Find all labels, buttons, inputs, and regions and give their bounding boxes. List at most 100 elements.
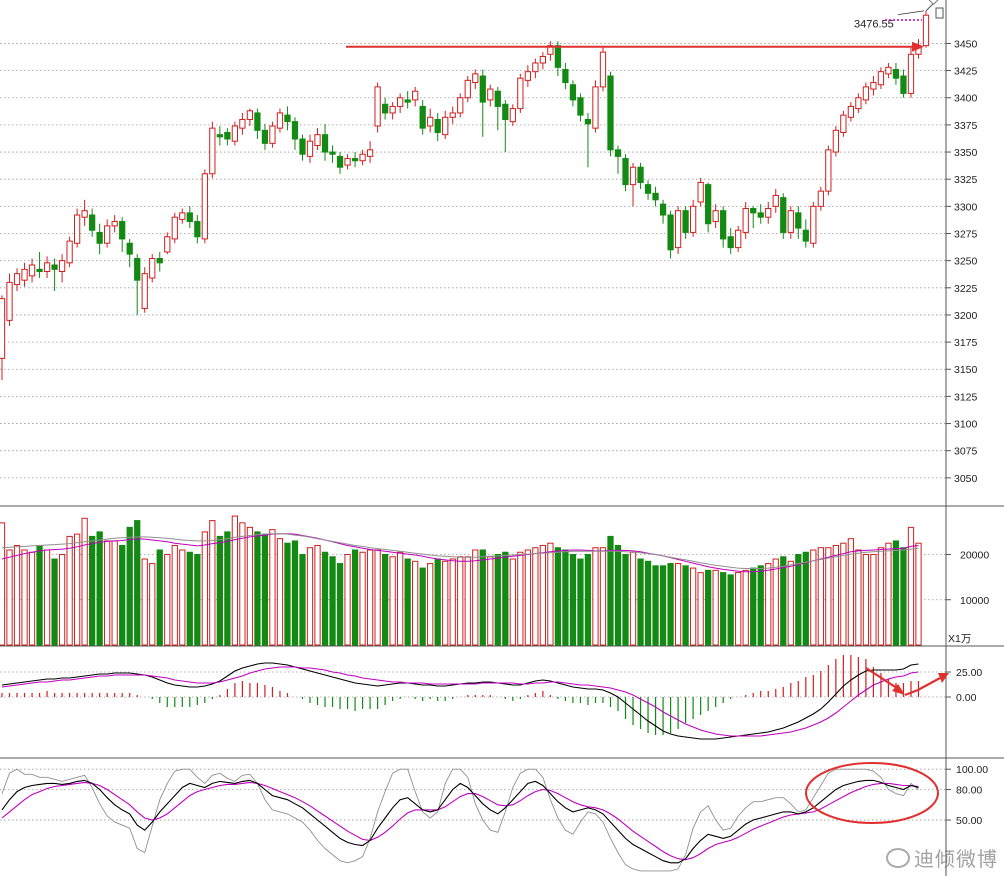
candle-up	[922, 14, 930, 47]
volume-bar-down	[637, 558, 644, 646]
volume-bar-up	[149, 563, 156, 646]
price-panel	[0, 10, 930, 381]
volume-tick-label: 20000	[960, 550, 989, 562]
volume-bar-down	[802, 551, 809, 646]
price-tick-label: 3375	[954, 120, 978, 132]
candle-up	[427, 116, 434, 127]
candle-up	[629, 166, 637, 186]
candle-up	[787, 210, 794, 233]
volume-bar-down	[795, 554, 802, 646]
candle-down	[757, 212, 764, 218]
volume-bar-up	[547, 542, 554, 646]
volume-bar-up	[915, 542, 922, 646]
candle-down	[562, 69, 569, 84]
volume-bar-up	[765, 563, 772, 646]
volume-bar-up	[592, 547, 599, 646]
price-tick-label: 3225	[954, 283, 978, 295]
volume-bar-down	[900, 547, 907, 646]
candle-down	[36, 268, 43, 273]
candle-up	[885, 66, 892, 75]
candle-up	[412, 90, 419, 101]
volume-bar-up	[810, 549, 817, 646]
candle-down	[659, 203, 667, 216]
volume-bar-up	[66, 535, 73, 646]
candle-down	[637, 166, 644, 183]
volume-bar-down	[569, 554, 577, 646]
candle-down	[96, 231, 103, 244]
candle-up	[81, 210, 88, 218]
macd-down-arrowhead	[892, 684, 905, 695]
candle-up	[592, 86, 599, 129]
price-tick-label: 3175	[954, 337, 978, 349]
volume-bar-down	[119, 544, 126, 646]
volume-bar-down	[51, 558, 58, 646]
volume-bar-up	[58, 554, 66, 646]
candle-up	[810, 205, 817, 244]
volume-bar-down	[659, 565, 667, 646]
candle-down	[720, 210, 727, 240]
candle-down	[667, 214, 674, 251]
weibo-icon	[886, 848, 910, 868]
volume-bar-down	[156, 549, 163, 646]
candle-down	[652, 192, 659, 201]
volume-bar-up	[524, 549, 531, 646]
candle-up	[765, 208, 772, 218]
candle-up	[239, 118, 246, 129]
kdj-j-line	[1, 768, 919, 872]
volume-bar-down	[254, 531, 261, 646]
volume-bar-up	[847, 538, 855, 646]
volume-bar-up	[697, 572, 704, 646]
volume-bar-down	[36, 544, 43, 646]
volume-bar-up	[840, 542, 847, 646]
volume-bar-up	[374, 549, 381, 646]
candle-up	[209, 127, 216, 175]
candle-up	[464, 79, 471, 99]
candle-up	[164, 236, 171, 253]
candle-down	[780, 197, 787, 233]
volume-bar-up	[21, 549, 28, 646]
candle-down	[750, 208, 757, 214]
macd-down-arrow-line	[865, 667, 901, 691]
candle-up	[43, 262, 51, 273]
candle-up	[0, 298, 6, 359]
candle-down	[156, 257, 163, 264]
callout-leader	[925, 2, 935, 12]
candle-up	[314, 134, 321, 147]
price-tick-label: 3100	[954, 419, 978, 431]
candle-up	[472, 73, 479, 84]
candle-down	[434, 118, 441, 133]
volume-bar-down	[351, 549, 359, 646]
candle-up	[58, 260, 66, 273]
volume-bar-down	[652, 565, 659, 646]
price-tick-label: 3075	[954, 446, 978, 458]
macd-tick-label: 0.00	[956, 692, 977, 704]
candle-up	[179, 212, 186, 220]
volume-bar-down	[284, 542, 291, 646]
volume-bar-down	[291, 540, 299, 646]
volume-bar-up	[787, 560, 794, 646]
candle-up	[772, 194, 779, 207]
volume-bar-down	[216, 535, 223, 646]
volume-bar-up	[104, 540, 111, 646]
resistance-arrowhead	[912, 41, 924, 52]
price-tick-label: 3200	[954, 310, 978, 322]
candle-up	[397, 97, 404, 107]
candle-down	[291, 121, 299, 140]
volume-bar-up	[487, 556, 494, 646]
candle-up	[825, 149, 832, 192]
volume-bar-up	[689, 567, 697, 646]
volume-bar-up	[457, 556, 464, 646]
candle-up	[231, 125, 239, 142]
candle-down	[577, 97, 584, 116]
candle-down	[502, 103, 509, 120]
volume-bar-up	[246, 526, 254, 646]
price-tick-label: 3450	[954, 38, 978, 50]
volume-bar-up	[81, 517, 88, 646]
volume-bar-up	[359, 551, 366, 646]
volume-bar-up	[532, 547, 539, 646]
volume-unit-label: X1万	[948, 633, 971, 645]
volume-bar-up	[164, 554, 171, 646]
